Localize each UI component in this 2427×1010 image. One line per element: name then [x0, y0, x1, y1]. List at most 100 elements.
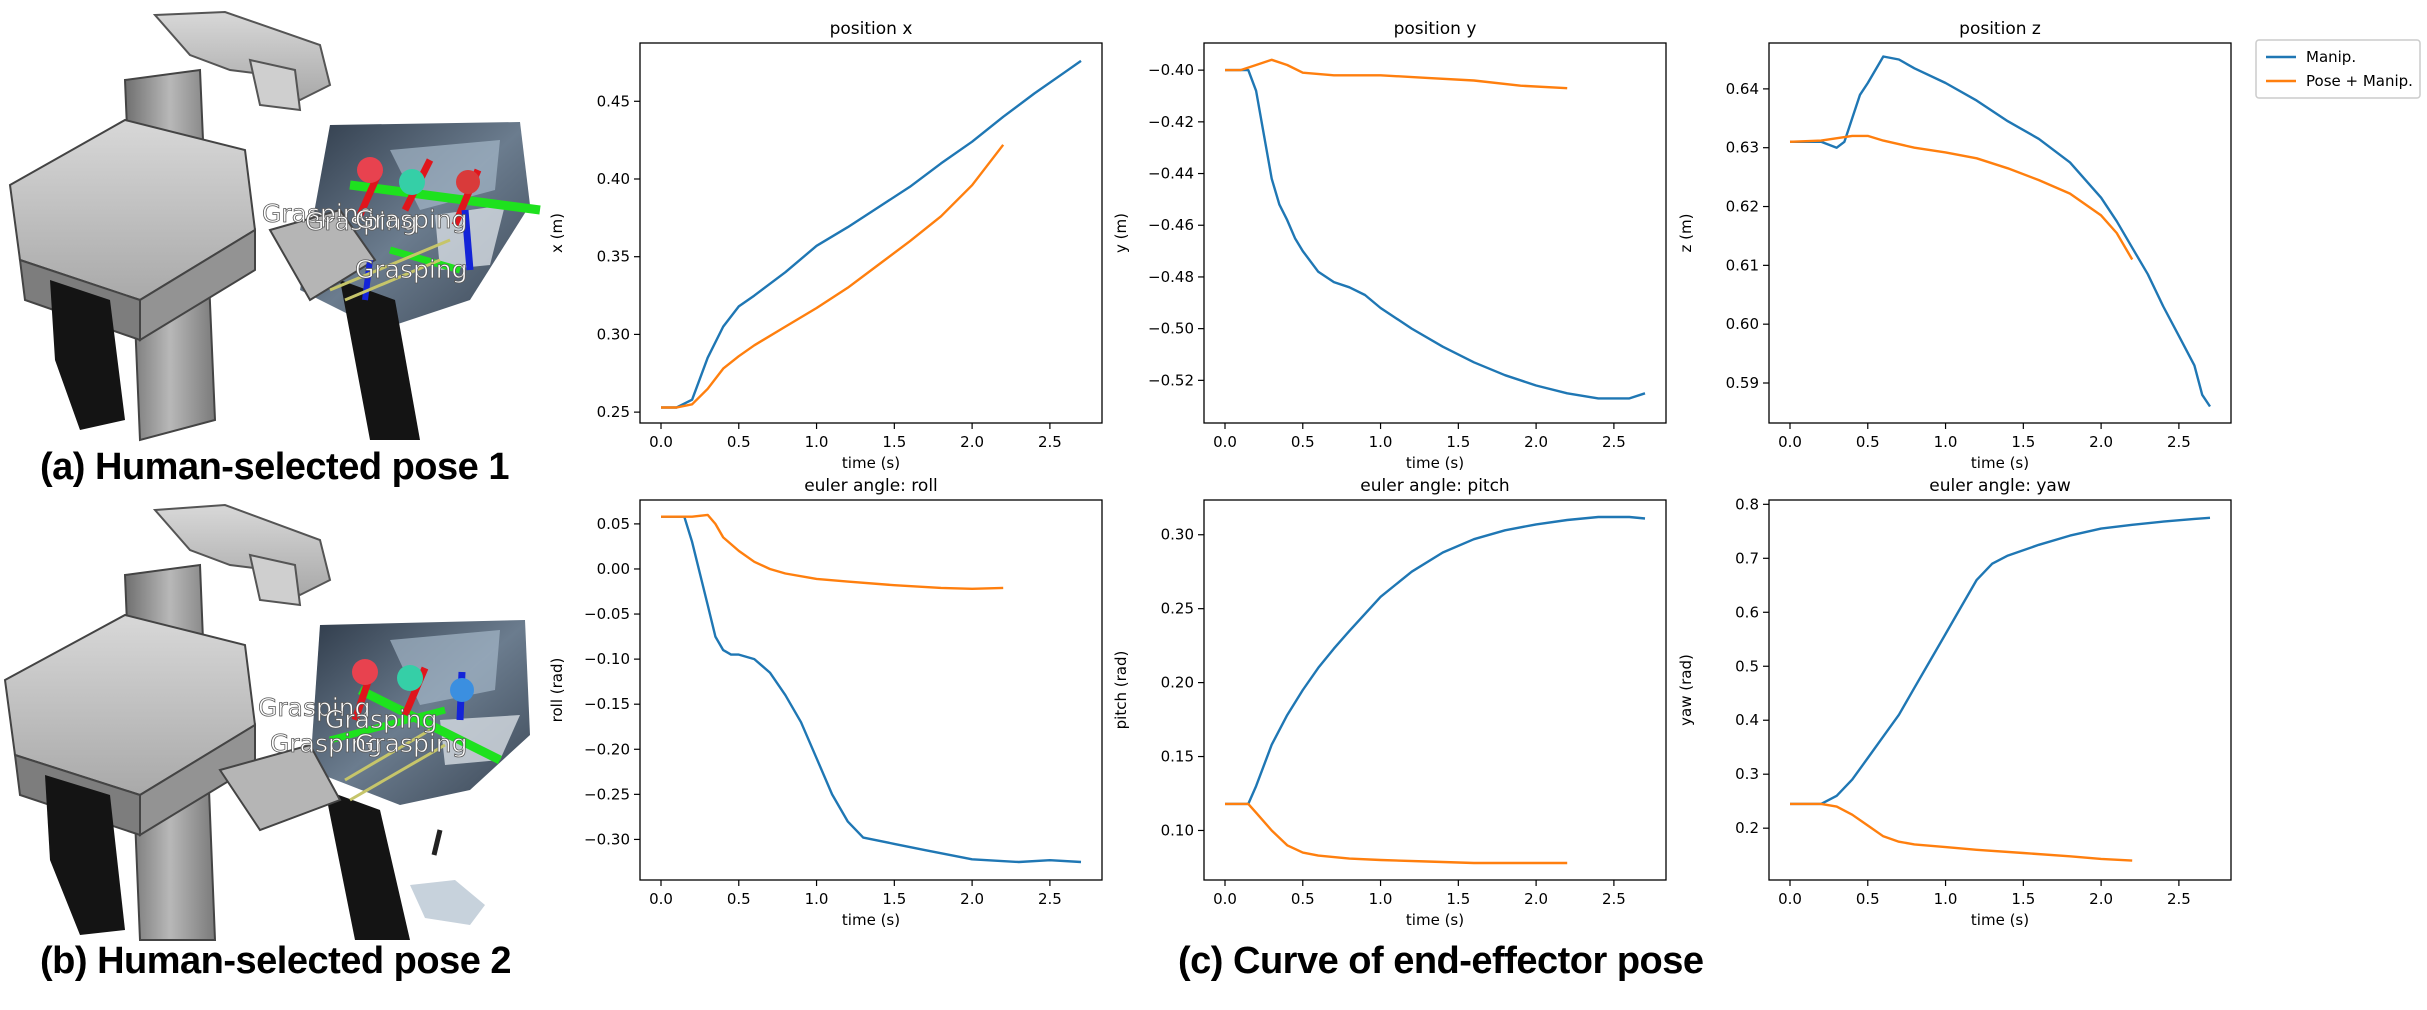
x-tick-label: 2.0: [2089, 433, 2113, 451]
caption-c: (c) Curve of end-effector pose: [1178, 940, 1704, 982]
plot-frame: [639, 499, 1103, 881]
series-line-manip: [661, 59, 1082, 409]
caption-b: (b) Human-selected pose 2: [40, 940, 512, 982]
y-tick-label: −0.05: [584, 605, 630, 623]
legend-label-pose-manip: Pose + Manip.: [2306, 72, 2413, 90]
series-line-manip: [1225, 68, 1646, 400]
x-tick-label: 2.5: [1038, 433, 1062, 451]
y-tick-label: 0.05: [597, 515, 630, 533]
y-tick-label: 0.63: [1726, 139, 1759, 157]
y-tick-label: −0.50: [1148, 320, 1194, 338]
series-line-pose-manip: [661, 513, 1004, 590]
x-axis-label: time (s): [1971, 911, 2029, 929]
x-tick-label: 0.0: [1778, 433, 1802, 451]
y-axis-label: pitch (rad): [1112, 651, 1130, 730]
chart-2: position z 0.0 0.5 1.0 1.5 2.0 2.5 0.59 0.60 0.61…: [1677, 19, 2232, 472]
y-axis-label: roll (rad): [548, 658, 566, 723]
chart-0: position x 0.0 0.5 1.0 1.5 2.0 2.5 0.25 0.30 0.35…: [548, 19, 1103, 472]
x-tick-label: 2.0: [960, 890, 984, 908]
y-tick-label: −0.44: [1148, 165, 1194, 183]
scene-label-b-0: Grasping: [258, 693, 371, 722]
y-tick-label: −0.20: [584, 740, 630, 758]
scene-label-b-2: Grasping: [270, 729, 383, 758]
x-axis-label: time (s): [1971, 454, 2029, 472]
series-line-pose-manip: [661, 144, 1005, 409]
y-axis-label: y (m): [1112, 213, 1130, 253]
y-tick-label: 0.30: [597, 325, 630, 343]
x-tick-label: 1.0: [1934, 890, 1958, 908]
y-tick-label: 0.3: [1735, 765, 1759, 783]
x-tick-label: 1.0: [805, 433, 829, 451]
y-tick-label: −0.15: [584, 695, 630, 713]
scene-label-a-0: Grasping: [262, 199, 375, 228]
y-tick-label: 0.8: [1735, 495, 1759, 513]
scene-label-b-3: Grasping: [355, 729, 468, 758]
x-tick-label: 0.5: [727, 433, 751, 451]
y-tick-label: −0.40: [1148, 61, 1194, 79]
chart-3: euler angle: roll 0.0 0.5 1.0 1.5 2.0 2.5 −0.30…: [548, 476, 1103, 929]
x-tick-label: 0.0: [1213, 890, 1237, 908]
chart-5: euler angle: yaw 0.0 0.5 1.0 1.5 2.0 2.5 0.2 0.3…: [1677, 476, 2232, 929]
x-tick-label: 2.0: [1524, 890, 1548, 908]
legend-label-manip: Manip.: [2306, 48, 2356, 66]
series-line-pose-manip: [1790, 802, 2133, 862]
x-tick-label: 1.0: [1369, 890, 1393, 908]
scene-label-a-2: Grasping: [355, 205, 468, 234]
series-line-manip: [1225, 515, 1646, 806]
x-tick-label: 0.5: [1291, 433, 1315, 451]
grasp-frame-b: [357, 685, 503, 765]
y-tick-label: 0.10: [1161, 821, 1194, 839]
y-tick-label: 0.00: [597, 560, 630, 578]
y-axis-label: yaw (rad): [1677, 654, 1695, 726]
y-tick-label: 0.7: [1735, 549, 1759, 567]
series-line-pose-manip: [1225, 58, 1568, 90]
grasp-frame-a: [349, 180, 541, 215]
y-axis-label: x (m): [548, 213, 566, 253]
x-tick-label: 1.5: [1446, 433, 1470, 451]
y-tick-label: 0.20: [1161, 674, 1194, 692]
y-tick-label: 0.15: [1161, 748, 1194, 766]
x-axis-label: time (s): [842, 454, 900, 472]
y-tick-label: −0.46: [1148, 216, 1194, 234]
series-line-manip: [661, 515, 1082, 864]
series-line-manip: [1790, 516, 2211, 806]
scene-label-b-1: Grasping: [325, 705, 438, 734]
legend-frame: [2255, 39, 2421, 99]
y-tick-label: −0.48: [1148, 268, 1194, 286]
x-tick-label: 1.5: [2011, 433, 2035, 451]
x-tick-label: 2.5: [1602, 433, 1626, 451]
x-tick-label: 0.0: [1778, 890, 1802, 908]
y-tick-label: 0.64: [1726, 80, 1759, 98]
x-tick-label: 1.0: [1934, 433, 1958, 451]
series-line-pose-manip: [1225, 802, 1568, 865]
x-tick-label: 1.5: [2011, 890, 2035, 908]
scene-label-a-3: Grasping: [355, 255, 468, 284]
x-axis-label: time (s): [1406, 454, 1464, 472]
x-tick-label: 0.0: [649, 433, 673, 451]
y-tick-label: 0.4: [1735, 711, 1759, 729]
plot-frame: [1768, 499, 2232, 881]
chart-title: position x: [830, 19, 913, 39]
series-line-manip: [1790, 55, 2211, 408]
x-tick-label: 0.5: [1291, 890, 1315, 908]
y-tick-label: 0.5: [1735, 657, 1759, 675]
robot-arm-b: [325, 790, 410, 940]
y-tick-label: −0.10: [584, 650, 630, 668]
y-tick-label: 0.2: [1735, 819, 1759, 837]
robot-scene-a: Grasping Grasping Grasping Grasping: [8, 10, 541, 442]
y-tick-label: 0.60: [1726, 315, 1759, 333]
series-line-pose-manip: [1789, 134, 2134, 261]
end-effector-charts: position x 0.0 0.5 1.0 1.5 2.0 2.5 0.25 0.30 0.35…: [548, 19, 2232, 929]
x-tick-label: 0.5: [1856, 890, 1880, 908]
chart-4: euler angle: pitch 0.0 0.5 1.0 1.5 2.0 2.5 0.10…: [1112, 476, 1667, 929]
x-axis-label: time (s): [842, 911, 900, 929]
y-tick-label: 0.35: [597, 248, 630, 266]
x-tick-label: 1.5: [1446, 890, 1470, 908]
chart-title: position y: [1394, 19, 1477, 39]
plot-frame: [1768, 42, 2232, 424]
x-tick-label: 2.5: [2167, 890, 2191, 908]
x-axis-label: time (s): [1406, 911, 1464, 929]
y-tick-label: 0.40: [597, 170, 630, 188]
x-tick-label: 1.0: [805, 890, 829, 908]
